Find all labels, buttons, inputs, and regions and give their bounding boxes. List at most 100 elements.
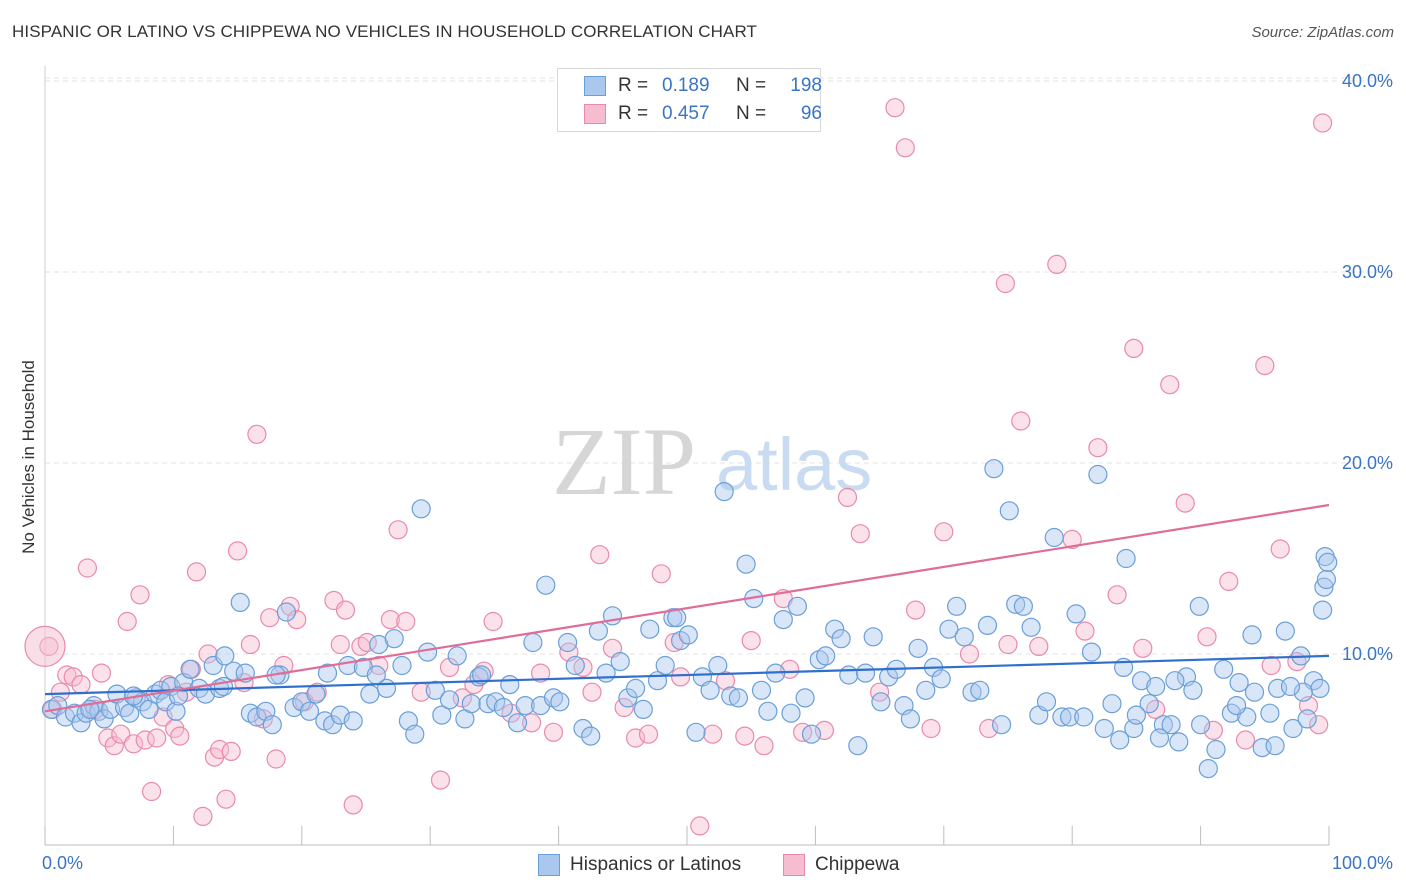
hispanic-point bbox=[447, 646, 467, 666]
bottom-legend-label: Hispanics or Latinos bbox=[570, 854, 742, 875]
chippewa-point bbox=[921, 718, 941, 739]
chippewa-point bbox=[573, 657, 593, 678]
hispanic-point bbox=[1044, 527, 1064, 548]
chippewa-point bbox=[1255, 356, 1275, 376]
hispanic-point bbox=[515, 695, 535, 716]
chippewa-point bbox=[998, 634, 1018, 655]
hispanic-point bbox=[640, 619, 660, 639]
chippewa-point bbox=[186, 562, 207, 582]
chippewa-point bbox=[71, 674, 91, 695]
chippewa-point bbox=[388, 520, 408, 540]
hispanic-point bbox=[721, 686, 741, 706]
chippewa-point bbox=[780, 659, 800, 679]
chippewa-point bbox=[895, 138, 915, 158]
hispanic-point bbox=[916, 680, 936, 700]
chippewa-point bbox=[1047, 254, 1067, 274]
chippewa-point bbox=[754, 736, 774, 756]
hispanic-point bbox=[343, 711, 363, 731]
hispanic-point bbox=[1280, 676, 1301, 697]
chippewa-point bbox=[63, 667, 83, 687]
chippewa-point bbox=[1219, 571, 1239, 592]
hispanic-point bbox=[625, 678, 646, 699]
chippewa-point bbox=[330, 634, 350, 655]
legend-n-value: 198 bbox=[790, 75, 822, 96]
hispanic-point bbox=[323, 715, 343, 735]
hispanic-point bbox=[825, 619, 845, 639]
hispanic-point bbox=[1189, 596, 1209, 616]
hispanic-point bbox=[262, 715, 282, 735]
chippewa-point bbox=[905, 600, 926, 620]
hispanic-point bbox=[550, 692, 570, 712]
hispanic-point bbox=[411, 499, 431, 519]
hispanic-point bbox=[1310, 678, 1330, 699]
hispanic-point bbox=[610, 651, 630, 672]
hispanic-point bbox=[432, 705, 452, 725]
chippewa-point bbox=[521, 713, 542, 733]
hispanic-point bbox=[1146, 676, 1166, 697]
bottom-legend-swatch-pink bbox=[783, 854, 805, 876]
hispanic-point bbox=[758, 701, 778, 721]
hispanic-point bbox=[1169, 732, 1189, 752]
chippewa-point bbox=[170, 726, 190, 746]
legend-r-label: R = bbox=[618, 103, 649, 124]
hispanic-point bbox=[1074, 707, 1094, 727]
chippewa-point bbox=[1203, 720, 1224, 741]
hispanic-point bbox=[700, 680, 720, 700]
hispanic-point bbox=[1229, 672, 1249, 693]
bottom-legend-hispanic: Hispanics or Latinos bbox=[538, 852, 741, 878]
hispanic-point bbox=[317, 663, 338, 683]
hispanic-point bbox=[461, 694, 481, 714]
x-tick-max: 100.0% bbox=[1332, 853, 1393, 873]
chippewa-point bbox=[1029, 636, 1049, 657]
hispanic-point bbox=[1149, 728, 1170, 748]
watermark-atlas: atlas bbox=[716, 423, 872, 506]
chippewa-point bbox=[228, 541, 248, 561]
hispanic-point bbox=[166, 701, 186, 721]
hispanic-point bbox=[299, 701, 320, 721]
hispanic-point bbox=[839, 665, 859, 685]
hispanic-point bbox=[908, 638, 928, 658]
y-axis-label: No Vehicles in Household bbox=[19, 360, 38, 554]
chippewa-point bbox=[959, 644, 980, 664]
hispanic-point bbox=[1190, 715, 1211, 735]
hispanic-point bbox=[816, 646, 836, 666]
chippewa-point bbox=[582, 682, 602, 702]
legend-swatch-pink bbox=[584, 104, 606, 124]
chippewa-point bbox=[193, 806, 213, 827]
hispanic-point bbox=[71, 713, 91, 733]
chippewa-point bbox=[1270, 539, 1290, 559]
hispanic-point bbox=[1242, 625, 1262, 645]
legend: R = 0.189 N = 198 R = 0.457 N = 96 bbox=[557, 68, 822, 132]
hispanic-point bbox=[801, 724, 822, 744]
gridlines bbox=[45, 77, 1393, 655]
hispanic-point bbox=[946, 596, 967, 616]
bottom-legend-swatch-blue bbox=[538, 854, 560, 876]
hispanic-point bbox=[478, 694, 498, 714]
chippewa-point bbox=[590, 545, 610, 565]
watermark-zip: ZIP bbox=[552, 408, 696, 515]
chippewa-point bbox=[670, 667, 691, 687]
chippewa-point bbox=[934, 522, 954, 542]
chippewa-point bbox=[869, 682, 890, 702]
hispanic-point bbox=[1161, 715, 1181, 735]
hispanic-point bbox=[94, 709, 114, 729]
hispanic-point bbox=[1059, 707, 1080, 727]
hispanic-point bbox=[1312, 600, 1333, 620]
chippewa-point bbox=[1133, 638, 1153, 658]
hispanic-point bbox=[1052, 707, 1072, 727]
chippewa-point bbox=[735, 726, 755, 746]
chippewa-point bbox=[1312, 113, 1333, 133]
legend-n-label: N = bbox=[736, 103, 767, 124]
chippewa-point bbox=[430, 770, 451, 790]
hispanic-point bbox=[751, 680, 772, 700]
hispanic-point bbox=[977, 615, 998, 636]
hispanic-point bbox=[831, 629, 851, 649]
chippewa-point bbox=[1107, 585, 1127, 605]
hispanic-point bbox=[633, 699, 653, 720]
chippewa-point bbox=[483, 611, 503, 632]
hispanic-point bbox=[392, 655, 412, 676]
legend-r-value: 0.457 bbox=[662, 103, 710, 124]
chippewa-point bbox=[703, 724, 723, 744]
hispanic-point bbox=[507, 713, 528, 733]
